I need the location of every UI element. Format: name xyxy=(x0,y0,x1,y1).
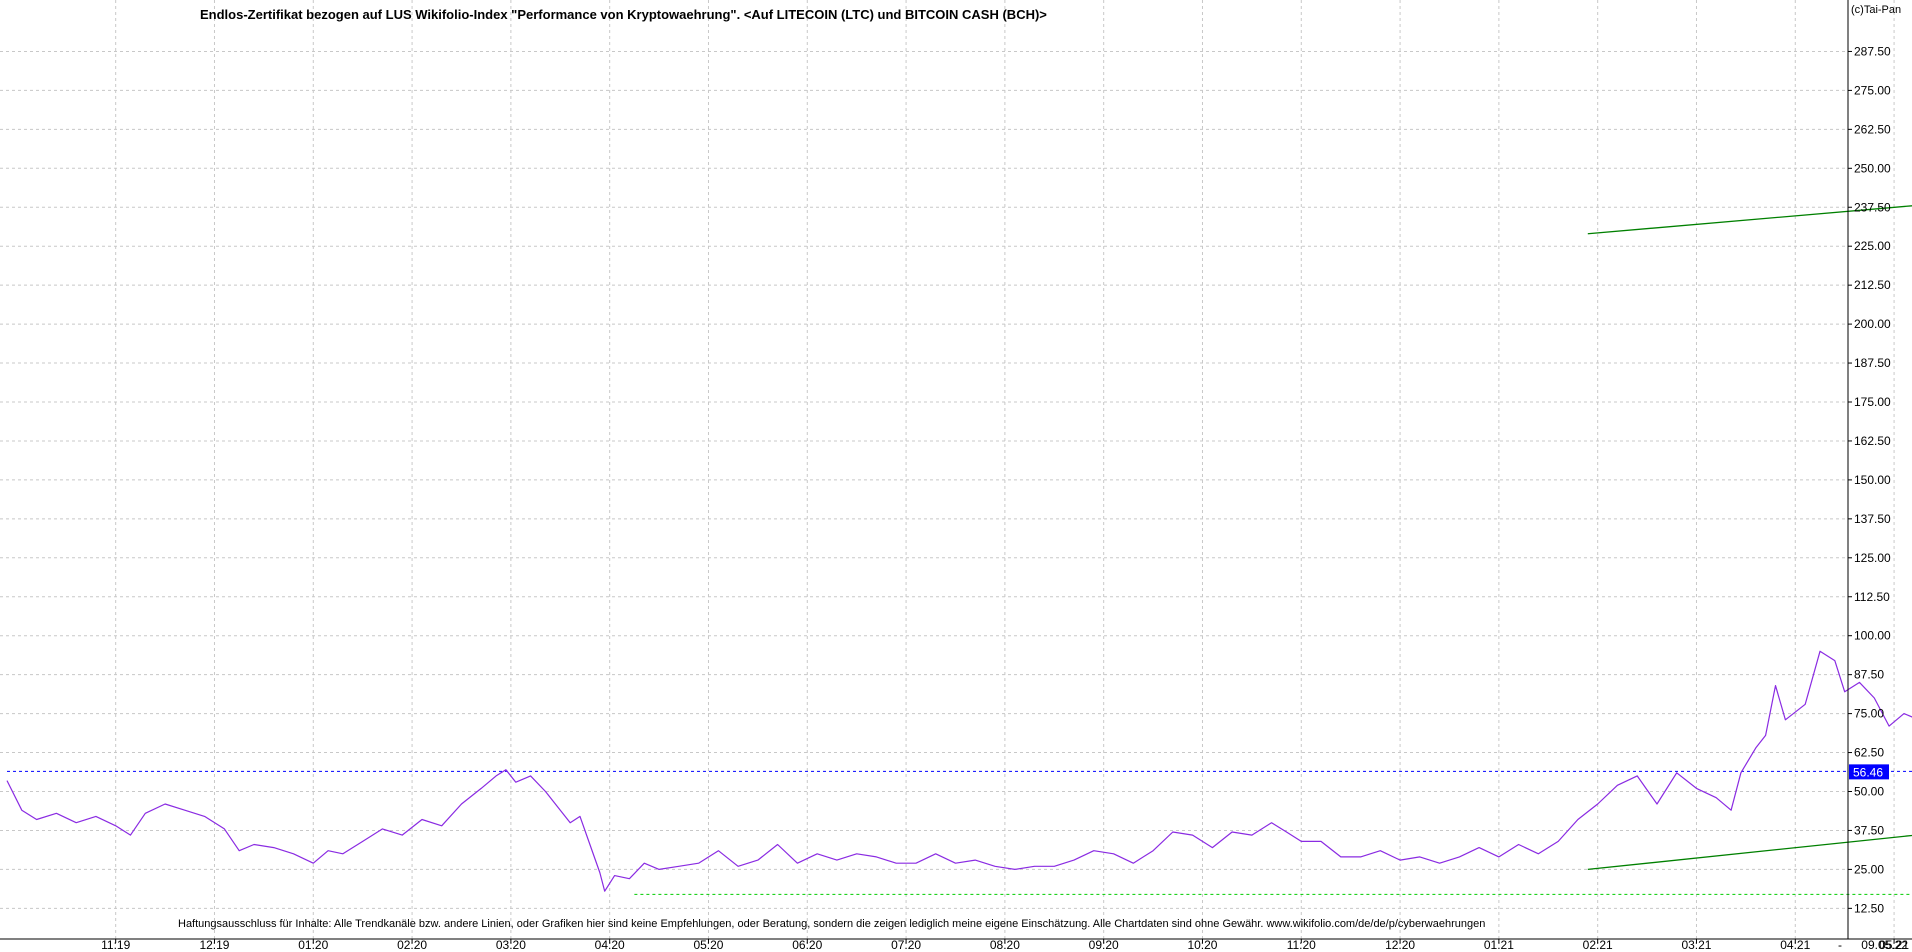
x-tick-label: 01:20 xyxy=(298,938,328,952)
x-tick-label: 08:20 xyxy=(990,938,1020,952)
x-tick-label: 06:20 xyxy=(792,938,822,952)
copyright-label: (c)Tai-Pan xyxy=(1851,4,1901,16)
x-tick-label: 12:19 xyxy=(199,938,229,952)
y-tick-label: 137.50 xyxy=(1854,512,1891,526)
y-tick-label: 100.00 xyxy=(1854,629,1891,643)
y-axis: 287.50 275.00 262.50 250.00 237.50 225.00 212.… xyxy=(1847,0,1891,939)
x-tick-label: 03:20 xyxy=(496,938,526,952)
y-tick-label: 212.50 xyxy=(1854,278,1891,292)
x-tick-label: 07:20 xyxy=(891,938,921,952)
chart-title: Endlos-Zertifikat bezogen auf LUS Wikifo… xyxy=(200,7,1047,22)
x-tick-label: 02:20 xyxy=(397,938,427,952)
y-tick-label: 225.00 xyxy=(1854,239,1891,253)
y-tick-label: 275.00 xyxy=(1854,83,1891,97)
x-tick-label: 05:20 xyxy=(693,938,723,952)
x-tick-label: 09:20 xyxy=(1089,938,1119,952)
x-tick-label: 04:21 xyxy=(1780,938,1810,952)
y-tick-label: 75.00 xyxy=(1854,707,1884,721)
y-tick-label: 262.50 xyxy=(1854,122,1891,136)
y-tick-label: 150.00 xyxy=(1854,473,1891,487)
trend-lines xyxy=(7,205,1912,895)
y-tick-label: 125.00 xyxy=(1854,551,1891,565)
y-tick-label: 187.50 xyxy=(1854,356,1891,370)
x-tick-label: 11:20 xyxy=(1287,938,1316,952)
y-tick-label: 287.50 xyxy=(1854,44,1891,58)
last-value-label: 56.46 xyxy=(1853,765,1883,779)
x-tick-label: 10:20 xyxy=(1187,938,1217,952)
disclaimer-text: Haftungsausschluss für Inhalte: Alle Tre… xyxy=(178,918,1485,930)
x-tick-label: 05:21 xyxy=(1879,938,1909,952)
y-tick-label: 200.00 xyxy=(1854,317,1891,331)
last-value-marker: 56.46 xyxy=(1849,764,1889,780)
x-tick-label: 02:21 xyxy=(1583,938,1613,952)
x-tick-label: 04:20 xyxy=(595,938,625,952)
y-tick-label: 87.50 xyxy=(1854,668,1884,682)
x-end-label: 09.05.22 xyxy=(1861,938,1908,952)
y-tick-label: 175.00 xyxy=(1854,395,1891,409)
y-tick-label: 62.50 xyxy=(1854,746,1884,760)
x-dash-label: - xyxy=(1838,938,1842,952)
x-tick-label: 11:19 xyxy=(101,938,130,952)
y-tick-label: 50.00 xyxy=(1854,785,1884,799)
y-tick-label: 237.50 xyxy=(1854,200,1891,214)
y-tick-label: 250.00 xyxy=(1854,161,1891,175)
price-line xyxy=(6,650,1912,892)
y-tick-label: 25.00 xyxy=(1854,862,1884,876)
y-tick-label: 12.50 xyxy=(1854,901,1884,915)
y-tick-label: 112.50 xyxy=(1854,590,1890,604)
x-tick-label: 01:21 xyxy=(1484,938,1514,952)
y-tick-label: 162.50 xyxy=(1854,434,1891,448)
y-tick-label: 37.50 xyxy=(1854,823,1884,837)
plot-area xyxy=(0,0,1848,939)
last-value-box xyxy=(1849,764,1889,780)
x-tick-label: 03:21 xyxy=(1681,938,1711,952)
price-series xyxy=(6,650,1912,892)
x-axis: 11:19 12:19 01:20 02:20 03:20 04:20 05:20 06:20… xyxy=(0,938,1912,952)
x-tick-label: 12:20 xyxy=(1385,938,1415,952)
